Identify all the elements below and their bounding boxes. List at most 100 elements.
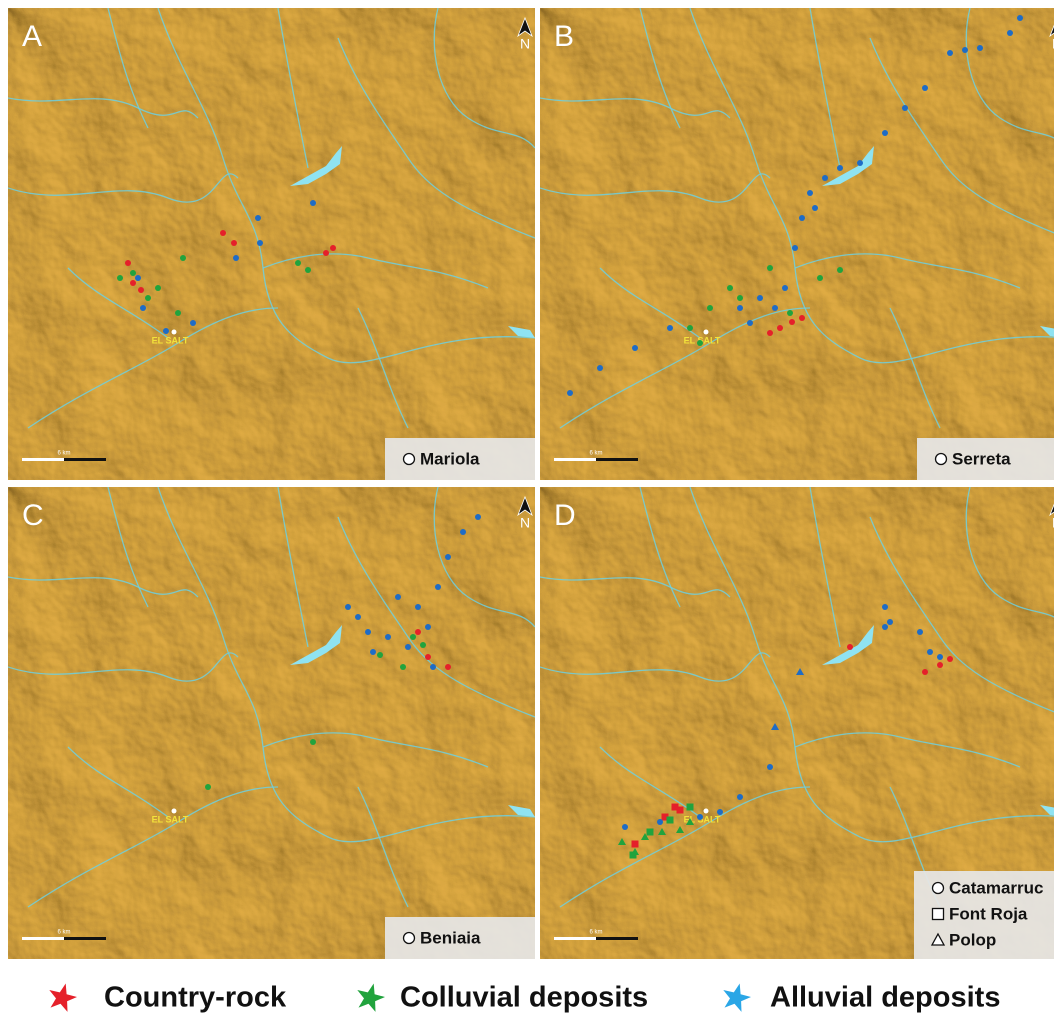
sample-point xyxy=(415,629,421,635)
sample-point xyxy=(937,662,943,668)
sample-point xyxy=(190,320,196,326)
sample-point xyxy=(737,794,743,800)
scale-bar xyxy=(596,937,638,940)
sample-point xyxy=(355,614,361,620)
sample-point xyxy=(445,664,451,670)
sample-point xyxy=(597,365,603,371)
sample-point xyxy=(323,250,329,256)
sample-point xyxy=(787,310,793,316)
sample-point xyxy=(882,130,888,136)
sample-point xyxy=(138,287,144,293)
sample-point xyxy=(420,642,426,648)
legend: Country-rockColluvial depositsAlluvial d… xyxy=(49,982,1000,1014)
panel-letter: A xyxy=(22,20,42,53)
sample-point xyxy=(155,285,161,291)
sample-point xyxy=(947,50,953,56)
sample-point xyxy=(937,654,943,660)
sample-point xyxy=(255,215,261,221)
map-panel: BNEL SALT6 kmSerreta xyxy=(540,8,1054,480)
scale-bar xyxy=(64,937,106,940)
sample-point xyxy=(257,240,263,246)
sample-point xyxy=(395,594,401,600)
sample-point xyxy=(632,345,638,351)
sample-point xyxy=(345,604,351,610)
sample-point xyxy=(1007,30,1013,36)
sample-point xyxy=(902,105,908,111)
scale-bar xyxy=(64,458,106,461)
sample-point xyxy=(400,664,406,670)
sample-point xyxy=(117,275,123,281)
sample-point xyxy=(799,215,805,221)
sample-point xyxy=(305,267,311,273)
map-panel: A N EL SALT 6 km Mariola xyxy=(8,8,535,480)
figure: A N EL SALT 6 km Mariola BNEL SALT6 kmSerreta… xyxy=(0,0,1054,1015)
sample-point xyxy=(717,809,723,815)
sample-point xyxy=(817,275,823,281)
sample-point xyxy=(782,285,788,291)
sample-point xyxy=(622,824,628,830)
sample-point xyxy=(295,260,301,266)
sample-point xyxy=(310,200,316,206)
terrain-tint xyxy=(540,8,1054,480)
sample-point xyxy=(847,644,853,650)
panel-letter: C xyxy=(22,499,44,532)
sample-point xyxy=(231,240,237,246)
sample-point xyxy=(837,267,843,273)
scale-bar xyxy=(596,458,638,461)
sample-point xyxy=(233,255,239,261)
sample-point xyxy=(125,260,131,266)
sample-point xyxy=(962,47,968,53)
site-legend-label: Polop xyxy=(949,930,996,949)
sample-point xyxy=(812,205,818,211)
sample-point xyxy=(377,652,383,658)
sample-point xyxy=(757,295,763,301)
sample-square xyxy=(667,817,674,824)
legend-symbol xyxy=(723,984,751,1012)
site-legend-label: Beniaia xyxy=(420,928,481,947)
sample-point xyxy=(445,554,451,560)
sample-point xyxy=(792,245,798,251)
sample-point xyxy=(135,275,141,281)
sample-point xyxy=(789,319,795,325)
sample-point xyxy=(697,814,703,820)
sample-point xyxy=(1017,15,1023,21)
north-label: N xyxy=(520,515,530,531)
site-marker xyxy=(704,809,709,814)
scale-label: 6 km xyxy=(57,451,70,457)
north-label: N xyxy=(520,36,530,52)
site-marker xyxy=(172,330,177,335)
site-legend-label: Font Roja xyxy=(949,904,1028,923)
sample-point xyxy=(697,340,703,346)
sample-point xyxy=(947,656,953,662)
scale-bar xyxy=(554,937,596,940)
sample-square xyxy=(647,829,654,836)
panel-letter: D xyxy=(554,499,576,532)
sample-point xyxy=(667,325,673,331)
map-panel: C N EL SALT 6 km Beniaia xyxy=(8,487,535,959)
sample-point xyxy=(475,514,481,520)
site-symbol xyxy=(933,909,944,920)
legend-symbol xyxy=(357,984,385,1012)
scale-label: 6 km xyxy=(57,930,70,936)
sample-point xyxy=(405,644,411,650)
sample-point xyxy=(365,629,371,635)
scale-bar xyxy=(22,937,64,940)
site-symbol xyxy=(404,454,415,465)
sample-point xyxy=(430,664,436,670)
sample-point xyxy=(917,629,923,635)
sample-point xyxy=(922,669,928,675)
sample-point xyxy=(767,764,773,770)
site-legend-label: Mariola xyxy=(420,449,480,468)
sample-point xyxy=(777,325,783,331)
site-symbol xyxy=(404,933,415,944)
site-label: EL SALT xyxy=(152,335,189,345)
sample-point xyxy=(772,305,778,311)
legend-label: Country-rock xyxy=(104,982,287,1014)
sample-point xyxy=(747,320,753,326)
sample-point xyxy=(767,265,773,271)
sample-point xyxy=(707,305,713,311)
sample-point xyxy=(460,529,466,535)
site-label: EL SALT xyxy=(152,814,189,824)
sample-point xyxy=(807,190,813,196)
sample-point xyxy=(977,45,983,51)
